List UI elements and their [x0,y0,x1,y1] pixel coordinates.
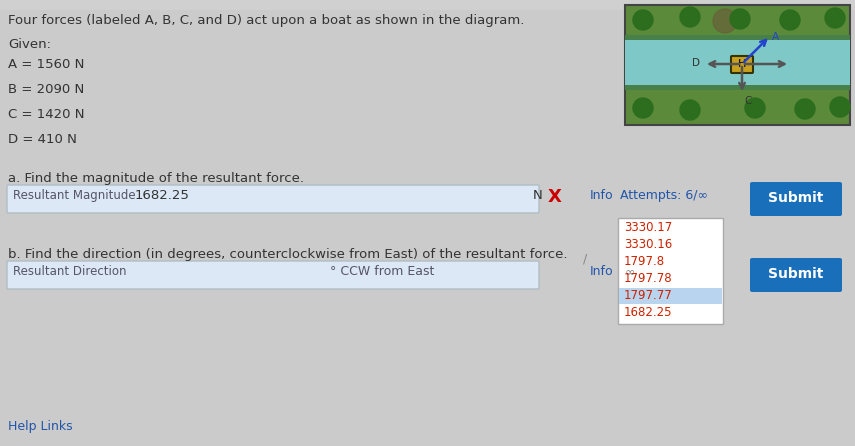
Text: Info: Info [590,189,614,202]
FancyBboxPatch shape [619,288,722,304]
Text: H: H [738,59,746,69]
Text: D = 410 N: D = 410 N [8,133,77,146]
Text: Submit: Submit [769,191,823,205]
Circle shape [680,7,700,27]
Text: Submit: Submit [769,267,823,281]
Text: 3330.16: 3330.16 [624,238,672,251]
Text: A: A [772,32,779,42]
Circle shape [713,9,737,33]
Text: A = 1560 N: A = 1560 N [8,58,85,71]
Text: Attempts: 6/∞: Attempts: 6/∞ [620,189,708,202]
FancyBboxPatch shape [618,218,723,324]
Polygon shape [625,35,850,40]
Text: 1797.78: 1797.78 [624,272,673,285]
Text: B = 2090 N: B = 2090 N [8,83,85,96]
Circle shape [825,8,845,28]
Circle shape [730,9,750,29]
Text: b. Find the direction (in degrees, counterclockwise from East) of the resultant : b. Find the direction (in degrees, count… [8,248,568,261]
FancyBboxPatch shape [7,185,539,213]
Text: Four forces (labeled A, B, C, and D) act upon a boat as shown in the diagram.: Four forces (labeled A, B, C, and D) act… [8,14,524,27]
FancyBboxPatch shape [625,5,850,125]
Text: N: N [533,189,543,202]
Polygon shape [625,85,850,90]
Text: C: C [744,96,752,106]
Text: 1797.77: 1797.77 [624,289,673,302]
FancyBboxPatch shape [7,261,539,289]
Text: /: / [583,252,587,265]
FancyBboxPatch shape [0,10,855,446]
Text: X: X [548,188,562,206]
Text: a. Find the magnitude of the resultant force.: a. Find the magnitude of the resultant f… [8,172,304,185]
Text: Info: Info [590,265,614,278]
Text: 1682.25: 1682.25 [624,306,673,319]
Text: Given:: Given: [8,38,51,51]
Text: ∞: ∞ [625,265,635,278]
Text: 1682.25: 1682.25 [135,189,190,202]
Text: Resultant Magnitude: Resultant Magnitude [13,189,136,202]
Circle shape [830,97,850,117]
Circle shape [633,10,653,30]
FancyBboxPatch shape [750,182,842,216]
Text: D: D [692,58,700,68]
Circle shape [745,98,765,118]
Text: Resultant Direction: Resultant Direction [13,265,127,278]
Circle shape [780,10,800,30]
Text: C = 1420 N: C = 1420 N [8,108,85,121]
Circle shape [795,99,815,119]
Text: ° CCW from East: ° CCW from East [330,265,434,278]
Circle shape [633,98,653,118]
Polygon shape [625,35,850,90]
Text: 1797.8: 1797.8 [624,255,665,268]
FancyBboxPatch shape [750,258,842,292]
Text: 3330.17: 3330.17 [624,221,672,234]
FancyBboxPatch shape [731,56,753,73]
Circle shape [680,100,700,120]
Text: Help Links: Help Links [8,420,73,433]
